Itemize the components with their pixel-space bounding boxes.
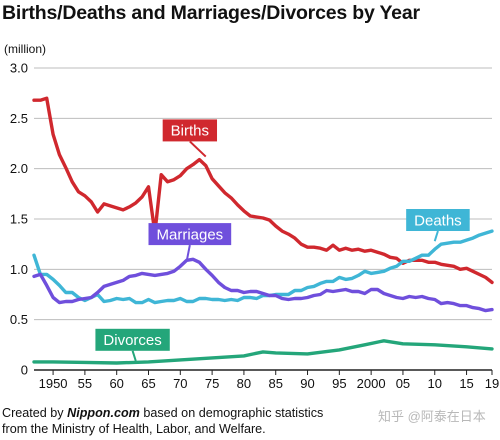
x-tick-label: 80 <box>237 376 251 391</box>
series-line-marriages <box>32 257 494 313</box>
series-line-deaths <box>32 229 494 305</box>
y-tick-label: 2.0 <box>10 161 28 176</box>
callout-box <box>406 209 470 232</box>
callout-box <box>148 223 232 246</box>
callout-pointer <box>189 140 207 158</box>
x-tick-label: 60 <box>109 376 123 391</box>
x-tick-label: 65 <box>141 376 155 391</box>
chart-title: Births/Deaths and Marriages/Divorces by … <box>2 2 420 24</box>
y-axis-ticks: 0 0.5 1.0 1.5 2.0 2.5 3.0 <box>10 61 28 378</box>
y-tick-label: 0.5 <box>10 312 28 327</box>
series-line-divorces <box>32 339 494 365</box>
series-label-marriages: Marriages <box>157 226 224 243</box>
y-tick-label: 2.5 <box>10 111 28 126</box>
y-tick-label: 1.5 <box>10 212 28 227</box>
series-callouts: Births Deaths Marriages Divorces <box>95 119 470 362</box>
caption-brand: Nippon.com <box>67 406 140 420</box>
x-tick-label: 10 <box>428 376 442 391</box>
x-tick-label: 2000 <box>357 376 386 391</box>
x-tick-label: 05 <box>396 376 410 391</box>
callout-births: Births <box>162 119 218 158</box>
callout-pointer <box>185 244 191 262</box>
y-tick-label: 1.0 <box>10 262 28 277</box>
source-caption: Created by Nippon.com based on demograph… <box>2 405 332 437</box>
callout-pointer <box>433 230 439 242</box>
caption-line-2: from the Ministry of Health, Labor, and … <box>2 422 266 436</box>
x-tick-label: 1950 <box>39 376 68 391</box>
x-tick-label: 90 <box>300 376 314 391</box>
series-label-deaths: Deaths <box>414 212 462 229</box>
caption-suffix: based on demographic statistics <box>139 406 324 420</box>
caption-prefix: Created by <box>2 406 68 420</box>
callout-deaths: Deaths <box>406 209 470 242</box>
x-tick-label: 75 <box>205 376 219 391</box>
callout-box <box>95 328 170 351</box>
x-tick-label: 55 <box>78 376 92 391</box>
callout-box <box>162 119 218 142</box>
gridlines <box>34 67 492 371</box>
x-tick-label: 70 <box>173 376 187 391</box>
callout-pointer <box>131 350 137 362</box>
y-axis-unit-label: (million) <box>4 42 46 56</box>
y-tick-label: 3.0 <box>10 61 28 76</box>
x-tick-label: 85 <box>268 376 282 391</box>
series-label-births: Births <box>171 123 209 140</box>
x-tick-label: 19 <box>485 376 499 391</box>
callout-divorces: Divorces <box>95 328 170 362</box>
y-tick-label: 0 <box>21 363 28 378</box>
watermark: 知乎 @阿泰在日本 <box>378 409 486 424</box>
x-tick-label: 95 <box>332 376 346 391</box>
callout-marriages: Marriages <box>148 223 232 262</box>
series-line-births <box>32 96 494 285</box>
series-lines <box>32 96 494 365</box>
x-axis-ticks: 1950 55 60 65 70 75 80 85 90 95 2000 05 10 15 19 <box>39 370 499 391</box>
series-label-divorces: Divorces <box>103 332 161 349</box>
x-tick-label: 15 <box>459 376 473 391</box>
